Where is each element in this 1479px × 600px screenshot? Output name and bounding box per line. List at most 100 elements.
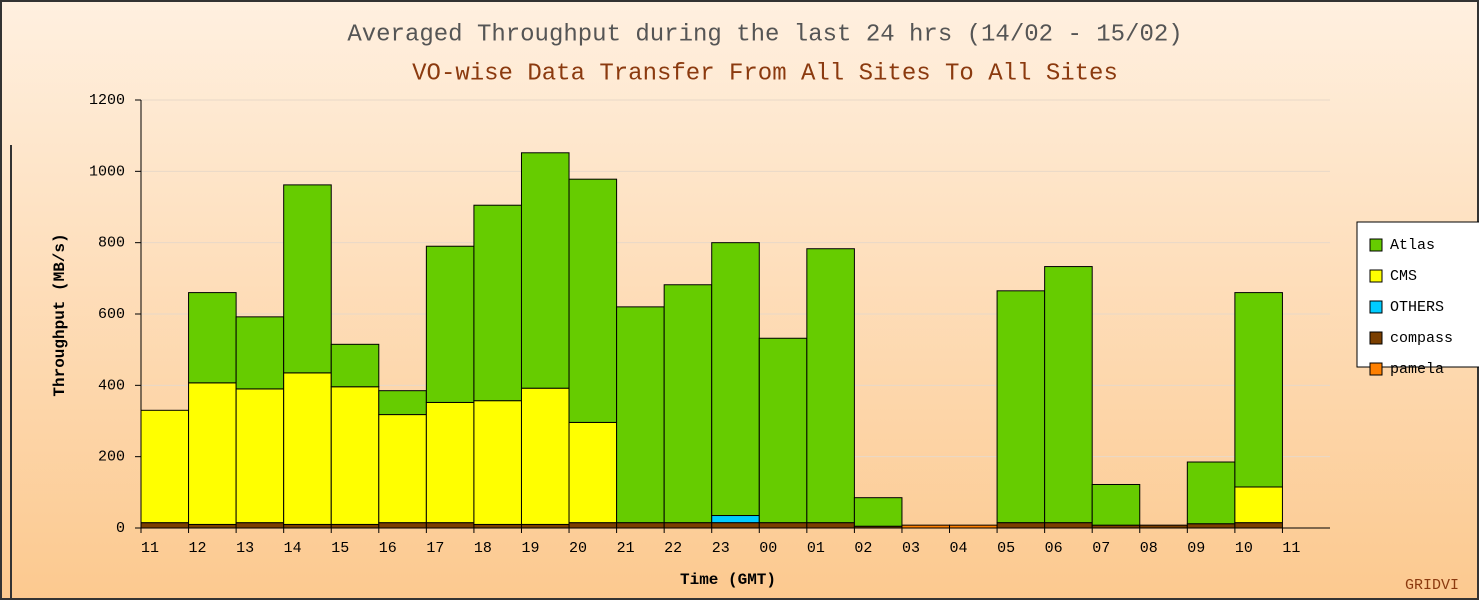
x-tick-label: 14 [284, 540, 302, 557]
bar-segment [568, 522, 618, 529]
bar-segment [853, 497, 903, 527]
bar-segment [425, 522, 475, 529]
bar-segment [1044, 522, 1093, 529]
bar-segment [330, 386, 380, 525]
bar-segment [330, 523, 380, 529]
x-tick-label: 20 [569, 540, 587, 557]
bar-segment [806, 522, 855, 529]
legend-label: Atlas [1390, 237, 1435, 254]
bar-segment [140, 522, 190, 529]
bar-segment [425, 401, 475, 524]
x-tick-label: 06 [1045, 540, 1063, 557]
bar-segment [663, 284, 713, 524]
legend-swatch [1369, 300, 1383, 314]
bar-segment [1044, 266, 1093, 524]
bar-segment [616, 522, 665, 529]
bar-segment [378, 390, 427, 416]
legend-label: CMS [1390, 268, 1417, 285]
legend-swatch [1369, 238, 1383, 252]
bar-segment [283, 523, 332, 529]
bar-segment [330, 343, 380, 388]
bar-segment [663, 522, 713, 529]
y-tick-label: 800 [98, 235, 125, 252]
x-tick-label: 03 [902, 540, 920, 557]
bar-segment [996, 522, 1046, 529]
bar-segment [520, 387, 570, 525]
watermark: GRIDVI [1405, 577, 1459, 594]
bar-segment [235, 522, 285, 529]
x-tick-label: 15 [331, 540, 349, 557]
bar-segment [188, 523, 237, 529]
x-tick-label: 08 [1140, 540, 1158, 557]
y-tick-label: 200 [98, 449, 125, 466]
bar-segment [235, 316, 285, 390]
bar-segment [568, 178, 618, 423]
bar-segment [568, 421, 618, 524]
x-tick-label: 10 [1235, 540, 1253, 557]
bar-segment [140, 409, 190, 524]
bar-segment [378, 522, 427, 529]
x-tick-label: 02 [854, 540, 872, 557]
bar-segment [425, 245, 475, 403]
x-tick-label: 00 [759, 540, 777, 557]
x-tick-label: 11 [1282, 540, 1300, 557]
x-tick-label: 23 [712, 540, 730, 557]
y-tick-label: 0 [116, 520, 125, 537]
bar-segment [520, 523, 570, 529]
x-tick-label: 17 [426, 540, 444, 557]
x-tick-label: 05 [997, 540, 1015, 557]
bar-segment [235, 388, 285, 524]
bar-segment [473, 523, 522, 529]
x-tick-label: 18 [474, 540, 492, 557]
y-tick-label: 400 [98, 377, 125, 394]
bar-segment [711, 515, 760, 524]
x-tick-label: 16 [379, 540, 397, 557]
x-tick-label: 01 [807, 540, 825, 557]
bar-segment [378, 414, 427, 524]
x-tick-label: 19 [521, 540, 539, 557]
bar-segment [1091, 483, 1141, 526]
y-tick-label: 1000 [89, 163, 125, 180]
x-tick-label: 13 [236, 540, 254, 557]
legend-swatch [1369, 362, 1383, 376]
x-tick-label: 11 [141, 540, 159, 557]
bar-segment [1186, 461, 1236, 525]
legend-label: pamela [1390, 361, 1444, 378]
bar-segment [806, 248, 855, 524]
x-axis-label: Time (GMT) [680, 571, 776, 589]
x-tick-label: 09 [1187, 540, 1205, 557]
bar-segment [1234, 522, 1283, 529]
x-tick-label: 12 [189, 540, 207, 557]
chart-subtitle: VO-wise Data Transfer From All Sites To … [412, 60, 1118, 87]
bar-segment [616, 306, 665, 524]
x-tick-label: 07 [1092, 540, 1110, 557]
x-tick-label: 04 [950, 540, 968, 557]
legend-swatch [1369, 331, 1383, 345]
bar-segment [1186, 523, 1236, 529]
bar-segment [473, 204, 522, 402]
bar-segment [1234, 292, 1283, 488]
bar-segment [473, 400, 522, 525]
y-tick-label: 600 [98, 306, 125, 323]
legend-label: OTHERS [1390, 299, 1444, 316]
chart-title: Averaged Throughput during the last 24 h… [347, 21, 1182, 48]
y-axis-label: Throughput (MB/s) [51, 233, 69, 396]
bar-segment [188, 382, 237, 525]
x-tick-label: 22 [664, 540, 682, 557]
y-tick-label: 1200 [89, 92, 125, 109]
x-tick-label: 21 [617, 540, 635, 557]
bar-segment [520, 152, 570, 389]
bar-segment [758, 522, 808, 529]
legend-swatch [1369, 269, 1383, 283]
bar-segment [283, 372, 332, 525]
bar-segment [758, 337, 808, 524]
bar-segment [711, 242, 760, 517]
legend-label: compass [1390, 330, 1453, 347]
bar-segment [283, 184, 332, 374]
bar-segment [188, 292, 237, 384]
bar-segment [1234, 486, 1283, 524]
bar-segment [711, 522, 760, 529]
bar-segment [996, 290, 1046, 524]
